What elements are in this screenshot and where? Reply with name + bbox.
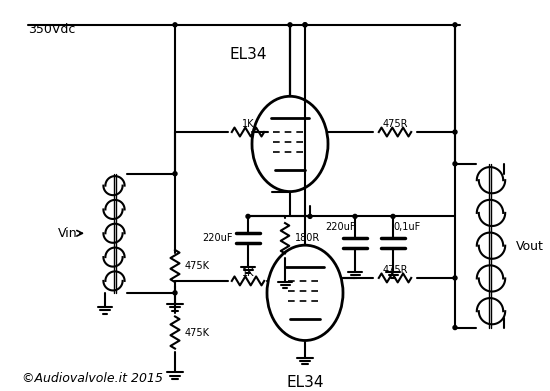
Text: 220uF: 220uF <box>202 233 233 243</box>
Circle shape <box>303 23 307 27</box>
Circle shape <box>453 276 457 280</box>
Text: 475K: 475K <box>185 328 210 337</box>
Circle shape <box>453 162 457 166</box>
Circle shape <box>453 130 457 134</box>
Circle shape <box>453 326 457 330</box>
Circle shape <box>173 172 177 176</box>
Circle shape <box>453 23 457 27</box>
Circle shape <box>246 214 250 219</box>
Text: EL34: EL34 <box>229 47 267 62</box>
Text: 475R: 475R <box>382 265 408 275</box>
Text: 1K: 1K <box>242 119 254 129</box>
Text: 0,1uF: 0,1uF <box>393 222 421 232</box>
Text: 350Vdc: 350Vdc <box>28 23 75 36</box>
Circle shape <box>288 23 292 27</box>
Text: 1K: 1K <box>242 268 254 278</box>
Circle shape <box>303 23 307 27</box>
Text: 475R: 475R <box>382 119 408 129</box>
Circle shape <box>173 23 177 27</box>
Circle shape <box>308 214 312 219</box>
Circle shape <box>353 214 357 219</box>
Text: EL34: EL34 <box>286 375 324 390</box>
Text: 475K: 475K <box>185 261 210 271</box>
Text: Vout: Vout <box>516 240 544 253</box>
Circle shape <box>391 214 395 219</box>
Text: Vin: Vin <box>58 227 78 240</box>
Text: ©Audiovalvole.it 2015: ©Audiovalvole.it 2015 <box>22 372 163 385</box>
Text: 220uF: 220uF <box>326 222 356 232</box>
Circle shape <box>173 291 177 295</box>
Text: 180R: 180R <box>295 233 320 243</box>
